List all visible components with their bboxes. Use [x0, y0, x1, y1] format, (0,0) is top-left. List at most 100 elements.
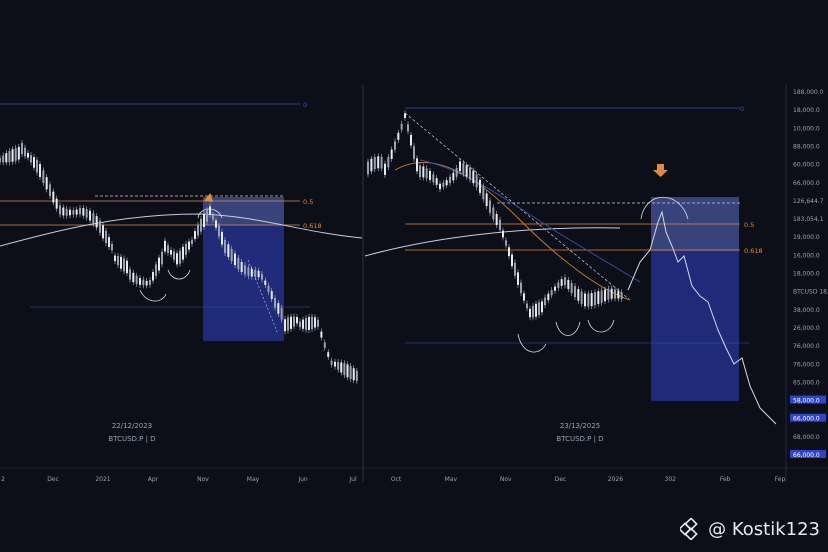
left-candle	[334, 361, 336, 367]
bottom-arc-1-left	[139, 289, 167, 302]
fib-label-0618-left: 0.618	[303, 222, 322, 230]
x-left-tick-7: Jul	[348, 476, 357, 483]
right-candle	[607, 288, 610, 300]
left-candle	[176, 253, 178, 265]
right-candle	[614, 289, 616, 299]
left-candle	[120, 256, 122, 269]
left-candle	[167, 245, 169, 253]
left-candle	[36, 159, 38, 173]
left-candle	[314, 317, 316, 328]
binance-square-icon	[680, 518, 698, 540]
left-candle	[227, 244, 230, 257]
left-candle	[234, 253, 236, 266]
right-candle	[526, 303, 528, 309]
ema-blue-right	[419, 159, 641, 283]
right-candle	[455, 167, 458, 177]
left-candle	[92, 213, 95, 224]
left-candle	[132, 272, 135, 283]
right-candle	[384, 163, 386, 175]
left-candle	[182, 246, 184, 260]
right-candle	[394, 141, 396, 150]
right-candle	[449, 176, 451, 184]
fib-label-0-left: 0	[303, 101, 307, 109]
right-candle	[523, 293, 525, 301]
left-candle	[237, 257, 240, 269]
fib-label-05-left: 0.5	[303, 198, 313, 206]
x-right-tick-6: Feb	[720, 476, 731, 483]
left-candle	[45, 177, 48, 190]
left-candle	[72, 210, 75, 215]
left-candle	[95, 216, 98, 228]
right-candle	[404, 113, 406, 118]
price-tick-17: 58,000.0	[793, 398, 820, 405]
left-candle	[188, 241, 190, 250]
left-candle	[108, 237, 110, 247]
left-candle	[311, 316, 313, 330]
left-candle	[142, 279, 145, 286]
right-candle	[432, 174, 435, 183]
left-candle	[89, 210, 91, 221]
left-candle	[14, 147, 17, 161]
right-candle	[489, 200, 491, 213]
price-tag-bg-18	[790, 413, 826, 422]
right-candle	[505, 240, 507, 246]
left-candle	[39, 164, 41, 177]
right-candle	[425, 168, 428, 179]
left-candle	[191, 239, 193, 244]
left-candle	[340, 362, 343, 373]
price-tick-20: 66,000.0	[793, 452, 820, 459]
price-tick-1: 18,000.0	[793, 107, 820, 114]
price-tick-0: 188,000.0	[793, 89, 824, 96]
right-candle	[564, 277, 566, 286]
right-candle	[390, 149, 393, 159]
left-candle	[352, 368, 355, 381]
x-left-tick-0: 2	[1, 476, 5, 483]
left-candle	[52, 191, 55, 203]
right-candle	[482, 186, 485, 200]
left-candle	[247, 267, 250, 276]
left-candle	[33, 157, 35, 168]
left-candle	[152, 272, 154, 281]
left-candle	[215, 220, 217, 228]
right-candle	[439, 183, 441, 190]
left-candle	[145, 280, 148, 286]
x-right-tick-3: Dec	[555, 476, 567, 483]
right-candle	[472, 170, 475, 184]
right-candle	[397, 132, 400, 140]
left-candle	[82, 208, 85, 216]
left-candle	[197, 224, 199, 236]
price-tag-bg-17	[790, 395, 826, 404]
bottom-arc-3-right	[587, 319, 615, 333]
price-tick-4: 60,000.0	[793, 162, 820, 169]
bottom-arc-2-left	[167, 269, 191, 280]
left-candle	[274, 297, 276, 308]
right-candle	[610, 288, 613, 299]
left-candle	[320, 331, 323, 338]
watermark: @ Kostik123	[680, 518, 820, 540]
right-candle	[485, 193, 488, 207]
moving-average-left	[0, 213, 363, 247]
price-tick-10: 18,000.0	[793, 271, 820, 278]
right-candle	[570, 283, 573, 294]
left-candle	[346, 364, 349, 378]
caption-symbol-left: BTCUSD.P | D	[108, 435, 155, 443]
left-candle	[209, 206, 211, 215]
right-candle	[495, 213, 498, 225]
left-candle	[55, 198, 58, 209]
left-candle	[59, 205, 61, 215]
left-candle	[179, 250, 181, 264]
left-candle	[254, 269, 257, 277]
left-candle	[343, 363, 346, 376]
right-candle	[514, 262, 516, 276]
left-candle	[102, 225, 104, 239]
price-tick-18: 66,000.0	[793, 416, 820, 423]
x-left-tick-4: Nov	[197, 476, 209, 483]
left-candle	[302, 319, 304, 329]
candles-right	[367, 110, 623, 321]
right-candle	[452, 172, 455, 181]
left-candle	[284, 319, 286, 332]
left-candle	[280, 308, 283, 320]
fib-label-05-right: 0.5	[744, 221, 754, 229]
price-tick-19: 68,000.0	[793, 434, 820, 441]
